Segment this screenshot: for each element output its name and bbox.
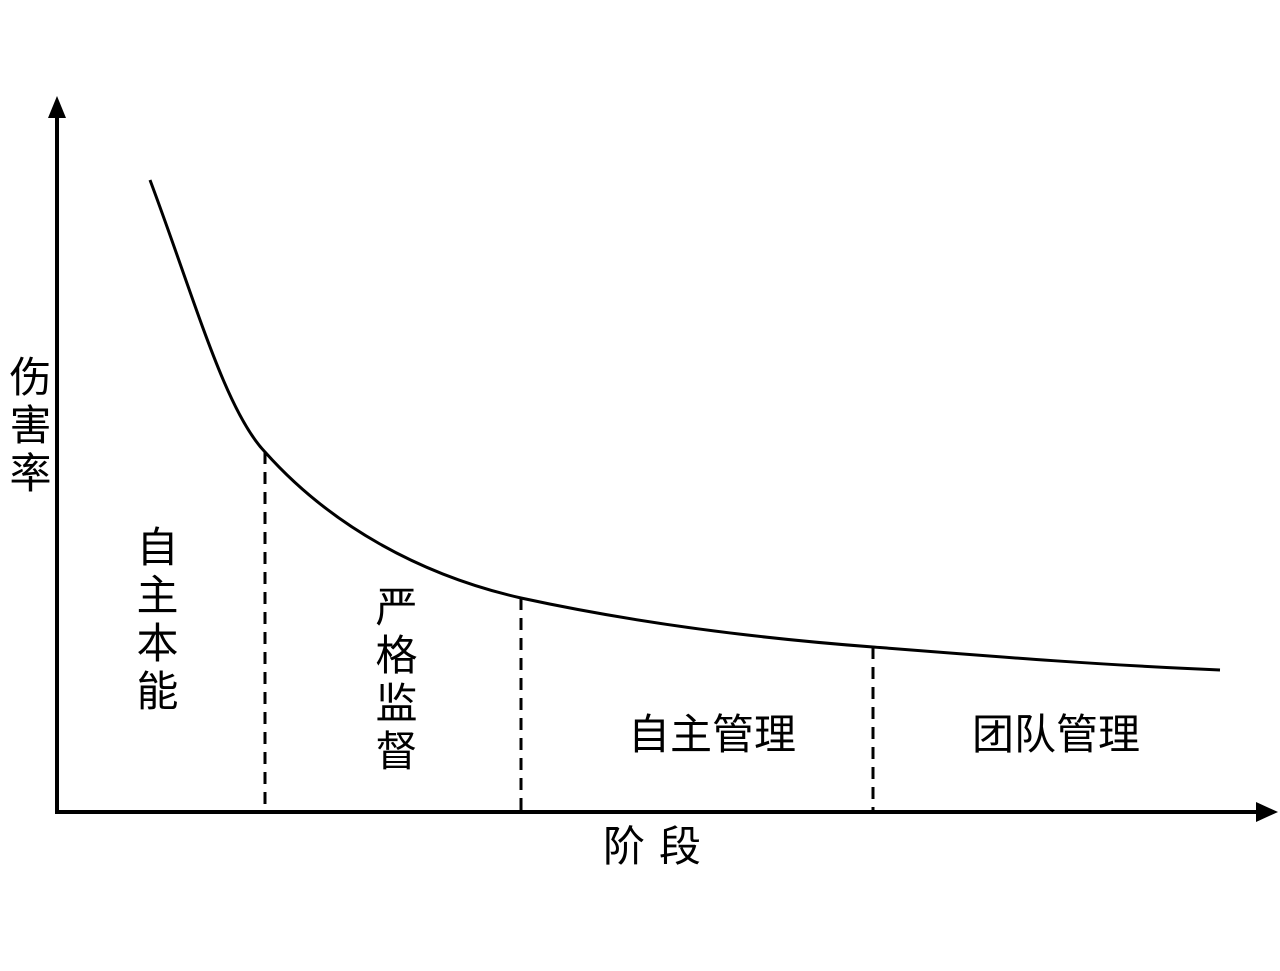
injury-curve <box>148 179 1221 672</box>
stage-label: 团队管理 <box>972 710 1141 759</box>
x-axis-arrow <box>1256 802 1278 822</box>
y-axis-arrow <box>48 96 66 118</box>
stage-label: 自主本能 <box>130 525 179 717</box>
stage-label: 严格监督 <box>369 585 418 777</box>
y-axis-label: 伤害率 <box>3 355 52 499</box>
x-axis-label: 阶段 <box>603 822 716 871</box>
stage-label: 自主管理 <box>628 710 797 759</box>
